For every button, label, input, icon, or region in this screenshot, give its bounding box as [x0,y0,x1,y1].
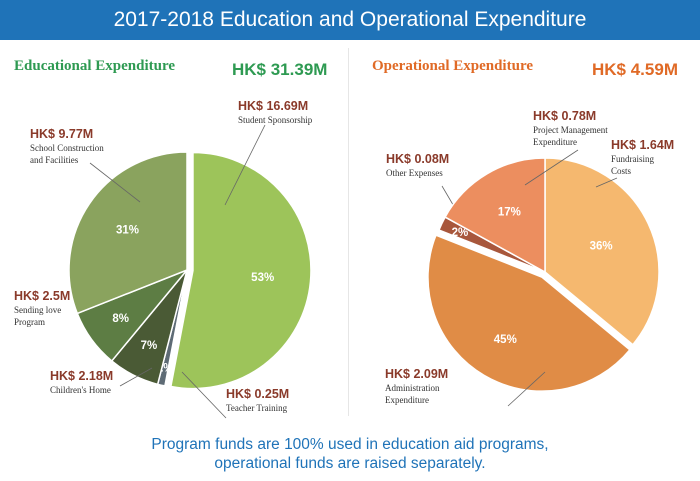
pie2-category-4-line-1: Project Management [533,125,608,135]
pie2-category-2-line-2: Expenditure [385,395,429,405]
pie2-category-1-line-1: Fundraising [611,154,655,164]
pie1-amount-5: HK$ 9.77M [30,127,93,141]
pie1-amount-2: HK$ 0.25M [226,387,289,401]
pie1-category-4-line-2: Program [14,317,45,327]
pie2-pct-label-4: 17% [498,207,521,219]
pie1-category-4-line-1: Sending love [14,305,61,315]
pie2-category-2-line-1: Administration [385,383,440,393]
footer-line-2: operational funds are raised separately. [0,455,700,473]
pie2-category-4-line-2: Expenditure [533,137,577,147]
pie2-amount-4: HK$ 0.78M [533,109,596,123]
pie2-category-3-line-1: Other Expenses [386,168,443,178]
pie1-pct-label-4: 8% [112,313,129,325]
charts-canvas: 53%HK$ 16.69MStudent Sponsorship1%HK$ 0.… [0,0,700,481]
pie1-slice-1 [171,153,311,389]
pie1-amount-4: HK$ 2.5M [14,289,70,303]
pie1-category-3-line-1: Children's Home [50,385,111,395]
pie1-pct-label-1: 53% [251,272,274,284]
pie1-pct-label-3: 7% [141,340,158,352]
pie2-amount-1: HK$ 1.64M [611,138,674,152]
pie1-amount-1: HK$ 16.69M [238,99,308,113]
pie2-amount-2: HK$ 2.09M [385,367,448,381]
pie1-category-5-line-1: School Construction [30,143,104,153]
pie1-pct-label-5: 31% [116,225,139,237]
pie1-category-2-line-1: Teacher Training [226,403,288,413]
pie2-amount-3: HK$ 0.08M [386,152,449,166]
pie2-pct-label-2: 45% [494,334,517,346]
pie1-category-5-line-2: and Facilities [30,155,79,165]
pie2-category-1-line-2: Costs [611,166,632,176]
pie1-amount-3: HK$ 2.18M [50,369,113,383]
pie2-pct-label-1: 36% [590,241,613,253]
footer-line-1: Program funds are 100% used in education… [0,436,700,454]
pie1-category-1-line-1: Student Sponsorship [238,115,313,125]
